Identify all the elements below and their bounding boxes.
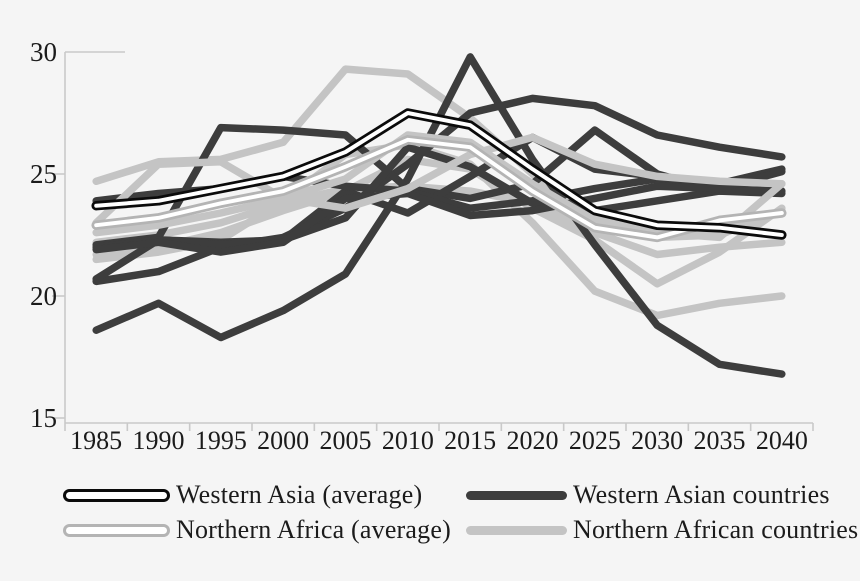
legend-item-northern-african-countries: Northern African countries: [466, 513, 858, 547]
x-axis-label: 2025: [569, 426, 621, 455]
x-axis-label: 2000: [257, 426, 309, 455]
legend-label-western-asia-average: Western Asia (average): [176, 480, 423, 509]
northern-african-country-line: [92, 182, 786, 259]
y-axis-label: 25: [30, 159, 57, 189]
legend-label-northern-africa-average: Northern Africa (average): [176, 515, 451, 544]
x-axis-label: 2020: [507, 426, 559, 455]
y-axis-label: 20: [30, 281, 57, 311]
x-axis-label: 2030: [631, 426, 683, 455]
legend-item-western-asian-countries: Western Asian countries: [466, 478, 830, 512]
x-axis-label: 1995: [195, 426, 247, 455]
x-axis-label: 1990: [133, 426, 185, 455]
western-asia-average-line-core: [94, 111, 784, 237]
western-asian-country-line: [92, 143, 786, 251]
northern-african-countries-line-swatch: [466, 525, 567, 535]
legend-label-northern-african-countries: Northern African countries: [573, 515, 859, 544]
western-asian-countries-line-swatch: [466, 490, 567, 500]
legend-item-western-asia-average: Western Asia (average): [63, 478, 422, 512]
y-axis-label: 30: [30, 37, 57, 67]
legend-label-western-asian-countries: Western Asian countries: [573, 480, 830, 509]
northern-african-country-line: [92, 155, 786, 288]
legend-item-northern-africa-average: Northern Africa (average): [63, 513, 451, 547]
x-axis-label: 2015: [444, 426, 496, 455]
y-axis-label: 15: [30, 403, 57, 433]
x-axis-label: 2040: [756, 426, 808, 455]
western-asia-average-line-swatch: [63, 488, 170, 502]
x-axis-label: 2010: [382, 426, 434, 455]
northern-africa-average-line-core: [94, 137, 784, 240]
northern-africa-average-line-swatch: [63, 523, 170, 537]
x-axis-label: 1985: [70, 426, 122, 455]
x-axis-label: 2035: [694, 426, 746, 455]
x-axis-label: 2005: [320, 426, 372, 455]
western-asian-country-line: [92, 167, 786, 256]
northern-african-country-line: [92, 133, 786, 227]
